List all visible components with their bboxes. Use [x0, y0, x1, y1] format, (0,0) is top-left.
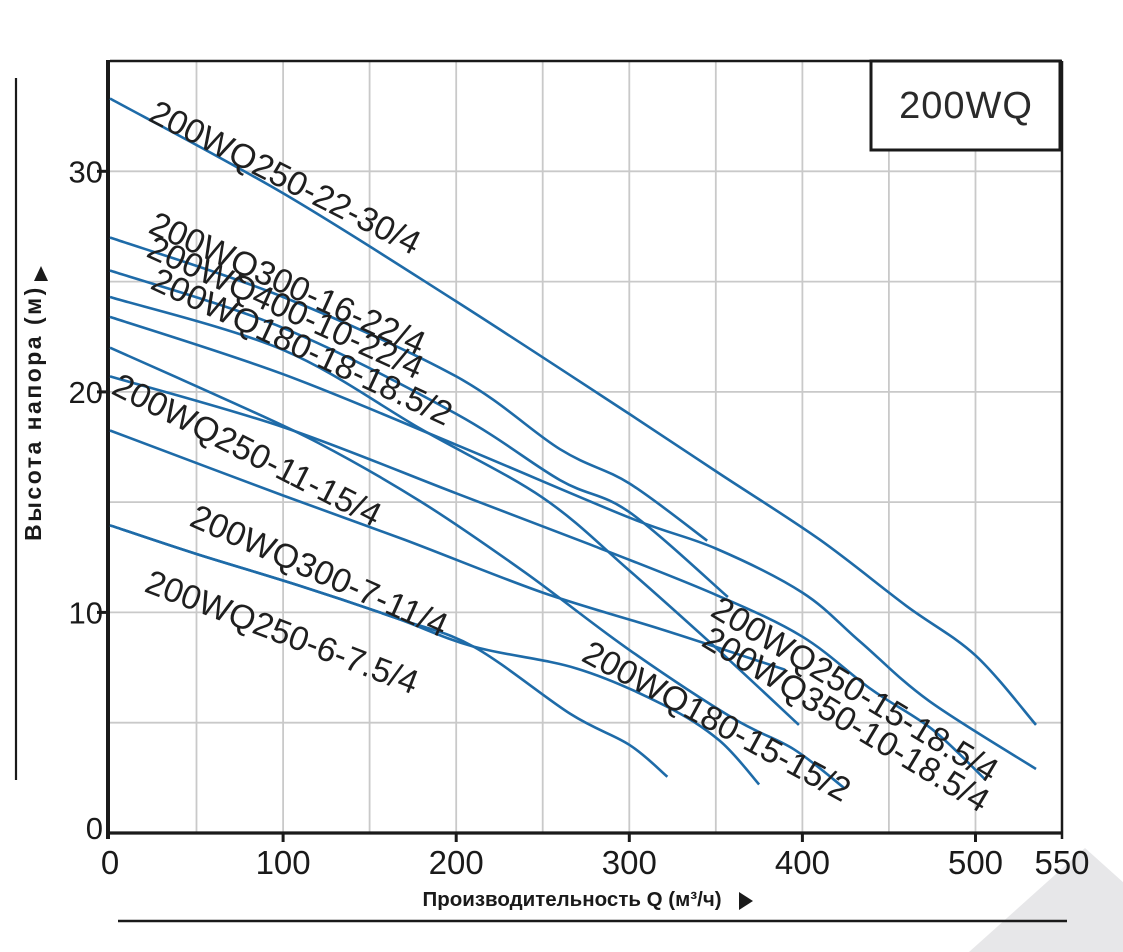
svg-text:500: 500 [948, 844, 1003, 881]
svg-text:30: 30 [69, 154, 103, 189]
svg-text:Производительность Q (м³/ч): Производительность Q (м³/ч) [422, 888, 721, 911]
svg-text:0: 0 [101, 844, 119, 881]
svg-text:20: 20 [69, 375, 103, 410]
svg-text:550: 550 [1034, 844, 1089, 881]
svg-text:0: 0 [86, 811, 103, 846]
svg-text:100: 100 [256, 844, 311, 881]
svg-text:300: 300 [602, 844, 657, 881]
svg-text:200WQ: 200WQ [899, 85, 1033, 127]
svg-text:400: 400 [775, 844, 830, 881]
svg-text:Высота напора (м): Высота напора (м) [20, 285, 46, 541]
svg-text:10: 10 [69, 595, 103, 630]
svg-text:200: 200 [429, 844, 484, 881]
